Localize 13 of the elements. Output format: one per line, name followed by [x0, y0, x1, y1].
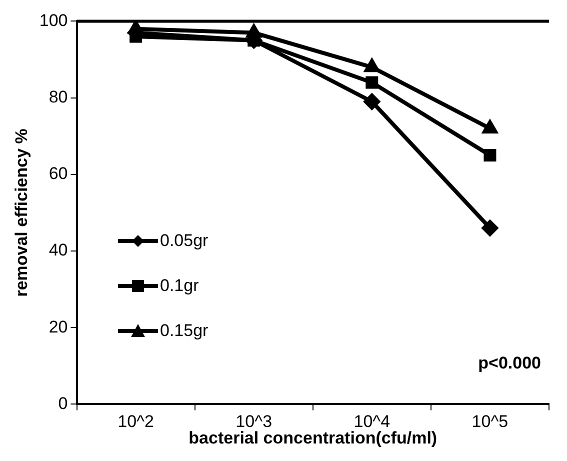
y-axis-title: removal efficiency %: [12, 128, 31, 297]
x-tick-label: 10^5: [472, 412, 508, 432]
y-tick-label: 80: [48, 87, 68, 106]
y-tick-label: 0: [58, 394, 68, 413]
legend-label: 0.1gr: [160, 276, 199, 296]
y-tick-label: 20: [48, 317, 68, 336]
annotation: p<0.000: [478, 353, 541, 372]
y-tick-label: 40: [48, 240, 68, 260]
x-tick-label: 10^2: [118, 412, 154, 432]
legend-label: 0.15gr: [160, 320, 208, 340]
y-tick-label: 60: [48, 164, 68, 184]
y-tick-label: 100: [39, 10, 68, 30]
legend-label: 0.05gr: [160, 230, 208, 250]
